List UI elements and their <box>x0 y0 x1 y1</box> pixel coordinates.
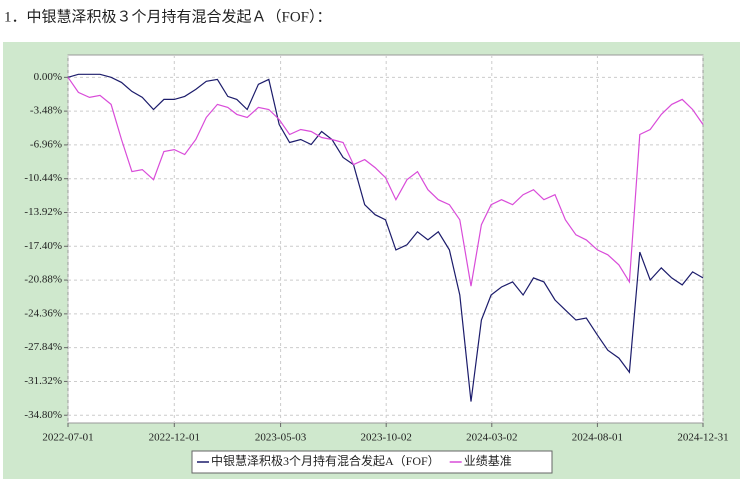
chart-title: 1．中银慧泽积极３个月持有混合发起Ａ（FOF）： <box>4 8 332 25</box>
series-line <box>67 73 704 402</box>
legend-label: 业绩基准 <box>464 454 512 468</box>
y-tick-label: -34.80% <box>24 409 62 421</box>
y-tick-label: -10.44% <box>24 172 62 184</box>
y-tick-label: 0.00% <box>34 71 62 83</box>
y-tick-label: -3.48% <box>30 105 62 117</box>
x-tick-label: 2023-10-02 <box>361 432 412 444</box>
series-line <box>67 76 704 287</box>
y-tick-label: -31.32% <box>24 375 62 387</box>
y-tick-label: -20.88% <box>24 274 62 286</box>
y-tick-label: -6.96% <box>30 138 62 150</box>
legend <box>191 450 553 474</box>
y-tick-label: -13.92% <box>24 206 62 218</box>
x-tick-label: 2022-07-01 <box>42 432 93 444</box>
x-tick-label: 2024-08-01 <box>572 432 623 444</box>
y-tick-label: -27.84% <box>24 341 62 353</box>
plot-area <box>67 54 704 424</box>
x-tick-label: 2023-05-03 <box>255 432 307 444</box>
y-tick-label: -17.40% <box>24 240 62 252</box>
legend-label: 中银慧泽积极3个月持有混合发起A（FOF） <box>211 453 440 468</box>
x-tick-label: 2024-03-02 <box>466 432 517 444</box>
x-tick-label: 2024-12-31 <box>677 432 728 444</box>
y-tick-label: -24.36% <box>24 307 62 319</box>
x-tick-label: 2022-12-01 <box>149 432 200 444</box>
